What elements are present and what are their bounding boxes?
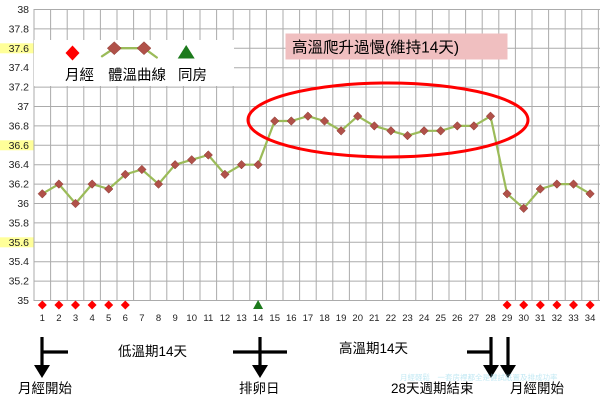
svg-text:21: 21	[369, 313, 380, 324]
svg-text:26: 26	[452, 313, 463, 324]
svg-text:11: 11	[203, 313, 213, 324]
svg-text:2: 2	[56, 313, 61, 324]
svg-text:37.4: 37.4	[9, 62, 30, 74]
svg-text:30: 30	[518, 313, 529, 324]
svg-text:5: 5	[106, 313, 111, 324]
svg-text:37.6: 37.6	[9, 43, 30, 55]
svg-text:7: 7	[139, 313, 144, 324]
svg-text:8: 8	[156, 313, 161, 324]
svg-text:28: 28	[485, 313, 496, 324]
svg-text:22: 22	[386, 313, 397, 324]
svg-text:28天週期結束: 28天週期結束	[391, 381, 474, 396]
svg-text:27: 27	[469, 313, 480, 324]
svg-text:10: 10	[186, 313, 197, 324]
svg-text:24: 24	[419, 313, 430, 324]
svg-text:37.8: 37.8	[9, 23, 30, 35]
svg-text:15: 15	[269, 313, 280, 324]
svg-text:38: 38	[17, 4, 29, 16]
svg-text:36.8: 36.8	[9, 120, 30, 132]
svg-text:排卵日: 排卵日	[239, 381, 280, 396]
svg-text:14: 14	[253, 313, 264, 324]
svg-text:36: 36	[17, 198, 29, 210]
svg-text:35.2: 35.2	[9, 276, 30, 288]
svg-text:36.2: 36.2	[9, 179, 30, 191]
svg-text:37: 37	[17, 101, 29, 113]
svg-text:37.2: 37.2	[9, 82, 30, 94]
svg-text:18: 18	[319, 313, 330, 324]
svg-text:月經: 月經	[65, 67, 94, 84]
svg-text:月經軽鬆 一套房裡都全是健試紙置及排成功率: 月經軽鬆 一套房裡都全是健試紙置及排成功率	[400, 372, 558, 382]
svg-text:23: 23	[402, 313, 413, 324]
svg-text:月經開始: 月經開始	[510, 381, 564, 396]
svg-text:31: 31	[535, 313, 546, 324]
svg-text:12: 12	[220, 313, 231, 324]
svg-text:13: 13	[236, 313, 247, 324]
svg-text:低溫期14天: 低溫期14天	[118, 344, 188, 359]
svg-text:35: 35	[17, 295, 29, 307]
svg-text:1: 1	[40, 313, 45, 324]
svg-text:20: 20	[352, 313, 363, 324]
svg-text:36.4: 36.4	[9, 159, 30, 171]
svg-text:3: 3	[73, 313, 78, 324]
svg-text:36.6: 36.6	[9, 140, 30, 152]
svg-text:25: 25	[435, 313, 446, 324]
svg-text:同房: 同房	[178, 67, 207, 84]
svg-text:16: 16	[286, 313, 297, 324]
svg-text:35.8: 35.8	[9, 217, 30, 229]
svg-text:29: 29	[502, 313, 513, 324]
svg-text:34: 34	[585, 313, 596, 324]
svg-text:17: 17	[303, 313, 314, 324]
svg-text:33: 33	[568, 313, 579, 324]
svg-text:體溫曲線: 體溫曲線	[108, 67, 166, 84]
svg-text:6: 6	[123, 313, 128, 324]
svg-text:4: 4	[89, 313, 94, 324]
svg-text:35.6: 35.6	[9, 237, 30, 249]
svg-text:35.4: 35.4	[9, 256, 30, 268]
svg-text:32: 32	[552, 313, 563, 324]
svg-text:月經開始: 月經開始	[18, 381, 72, 396]
svg-text:高溫期14天: 高溫期14天	[339, 340, 409, 356]
svg-text:19: 19	[336, 313, 347, 324]
svg-text:高溫爬升過慢(維持14天): 高溫爬升過慢(維持14天)	[292, 39, 459, 57]
svg-text:9: 9	[172, 313, 177, 324]
